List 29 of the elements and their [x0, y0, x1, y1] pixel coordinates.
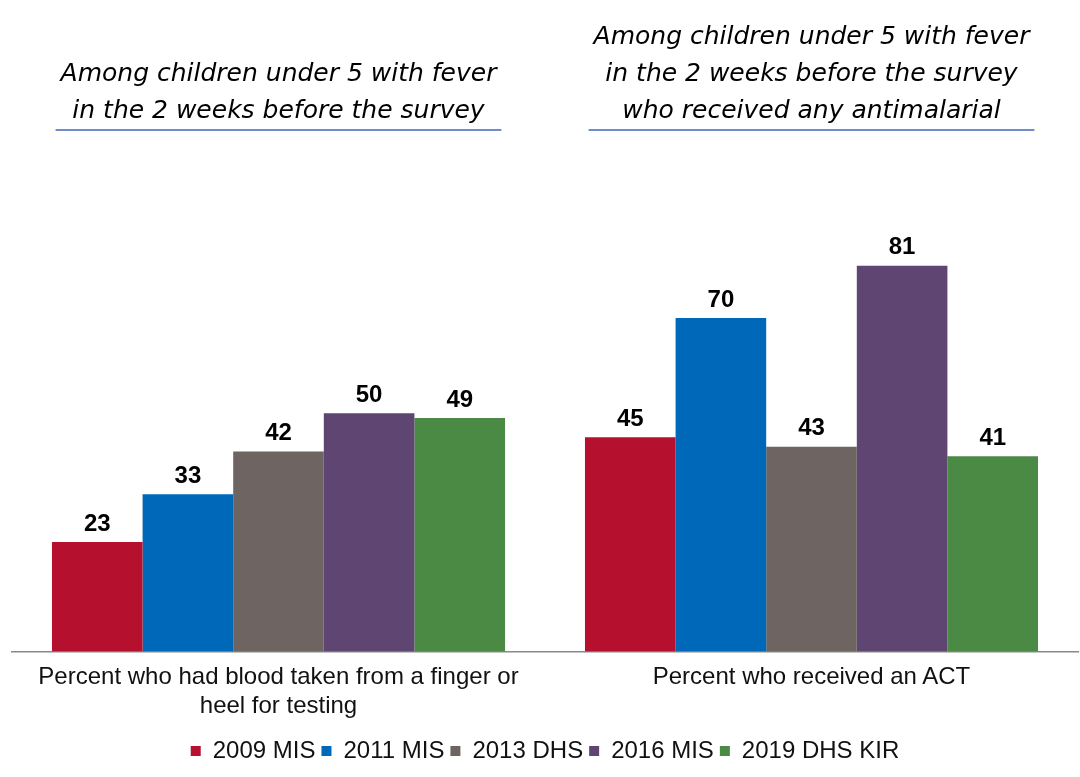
bar	[675, 318, 767, 652]
legend-label: 2013 DHS	[472, 735, 584, 763]
data-label: 41	[979, 422, 1007, 450]
data-label: 50	[355, 379, 383, 407]
x-tick-label: Percent who had blood taken from a finger or heel for testing	[38, 662, 519, 719]
data-label: 45	[616, 403, 644, 431]
bar	[323, 413, 415, 652]
data-label: 42	[265, 418, 292, 446]
text: Among children under 5 with fever in the 2 weeks before the survey who received any antimalarial	[591, 21, 1032, 124]
legend-label: 2016 MIS	[611, 735, 714, 763]
x-tick-label: Percent who received an ACT	[652, 662, 971, 690]
data-label: 81	[888, 232, 916, 260]
bar	[856, 265, 948, 652]
data-label: 43	[798, 413, 825, 441]
bar	[947, 456, 1039, 652]
bar	[766, 446, 857, 652]
data-label: 49	[446, 384, 474, 412]
text: Among children under 5 with fever in the 2 weeks before the survey	[58, 58, 499, 124]
legend-label: 2011 MIS	[343, 735, 445, 763]
data-label: 70	[707, 284, 735, 312]
bar	[584, 437, 676, 652]
legend-label: 2009 MIS	[212, 735, 316, 763]
legend-label: 2019 DHS KIR	[741, 735, 900, 763]
bar	[233, 451, 324, 652]
data-label: 33	[174, 460, 202, 488]
bar	[414, 418, 506, 652]
bar	[51, 541, 143, 652]
bar	[142, 494, 234, 652]
data-label: 23	[83, 508, 111, 536]
